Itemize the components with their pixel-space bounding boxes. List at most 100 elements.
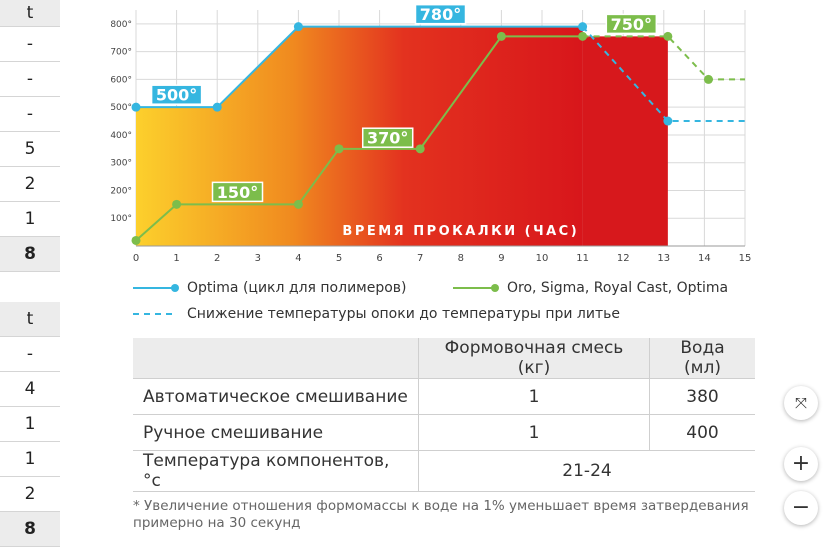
x-tick-label: 0 (133, 253, 139, 264)
legend-label: Снижение температуры опоки до температур… (187, 306, 620, 322)
x-tick-label: 7 (417, 253, 423, 264)
heat-area (136, 26, 583, 246)
series-line (582, 35, 745, 81)
area-label: ВРЕМЯ ПРОКАЛКИ (ЧАС) (342, 224, 579, 239)
x-tick-label: 2 (214, 253, 220, 264)
data-point (663, 116, 673, 126)
data-point (703, 74, 713, 84)
y-tick-label: 200° (110, 186, 132, 196)
y-tick-label: 800° (110, 20, 132, 30)
side-table-header: t (0, 0, 60, 27)
side-table-total: 8 (0, 511, 60, 547)
mix-value: 1 (418, 378, 650, 415)
legend-item-optima: Optima (цикл для полимеров) (133, 280, 407, 298)
mix-value: 1 (418, 414, 650, 451)
chart-lines (131, 22, 745, 245)
value-label-box (361, 127, 414, 148)
temperature-value: 21-24 (418, 450, 755, 492)
table-row: Ручное смешивание 1 400 (133, 414, 755, 451)
legend-line-dashed-icon (133, 313, 175, 315)
value-label-box (211, 181, 264, 203)
series-line (136, 25, 583, 109)
side-table-cell: - (0, 96, 60, 132)
row-label: Температура компонентов, °c (133, 450, 419, 492)
side-table-cell: 1 (0, 441, 60, 477)
water-value: 400 (649, 414, 755, 451)
data-point (212, 102, 222, 112)
zoom-in-button[interactable]: + (784, 447, 818, 481)
x-tick-label: 9 (498, 253, 504, 264)
side-table-cell: 1 (0, 201, 60, 237)
value-label: 370° (367, 129, 408, 148)
data-point (334, 144, 344, 154)
x-tick-label: 4 (295, 253, 301, 264)
side-table-cell: 5 (0, 131, 60, 167)
x-tick-label: 13 (657, 253, 670, 264)
side-table-cell: 4 (0, 371, 60, 407)
series-line (581, 25, 745, 123)
x-tick-label: 10 (536, 253, 549, 264)
water-value: 380 (649, 378, 755, 415)
mix-header: Формовочная смесь (кг) (418, 338, 650, 379)
legend-line-blue-icon (133, 284, 179, 292)
chart-value-labels: 500° 780° 150° 370° 750° (150, 3, 658, 203)
side-table-cell: - (0, 26, 60, 62)
y-tick-label: 400° (110, 131, 132, 141)
value-label-box (605, 13, 658, 35)
side-table-cell: - (0, 336, 60, 372)
x-tick-label: 15 (739, 253, 752, 264)
data-point (578, 31, 588, 41)
value-label: 780° (420, 5, 461, 24)
side-table-top: t - - - 5 2 1 8 (0, 0, 60, 272)
x-tick-label: 1 (173, 253, 179, 264)
side-table-cell: 2 (0, 476, 60, 512)
row-label: Автоматическое смешивание (133, 378, 419, 415)
side-table-cell: - (0, 61, 60, 97)
y-tick-label: 100° (110, 214, 132, 224)
data-point (496, 31, 506, 41)
y-tick-label: 500° (110, 103, 132, 113)
fit-icon: ⤧ (794, 394, 807, 412)
data-point (172, 199, 182, 209)
x-tick-label: 8 (458, 253, 464, 264)
x-tick-label: 14 (698, 253, 711, 264)
x-tick-label: 3 (255, 253, 261, 264)
zoom-out-button[interactable]: − (784, 491, 818, 525)
data-point (293, 199, 303, 209)
fit-view-button[interactable]: ⤧ (784, 386, 818, 420)
side-table-total: 8 (0, 236, 60, 272)
water-header: Вода (мл) (649, 338, 755, 379)
legend-label: Optima (цикл для полимеров) (187, 280, 407, 296)
mix-table-corner (133, 338, 419, 379)
y-tick-label: 600° (110, 75, 132, 85)
value-label: 150° (217, 183, 258, 202)
data-point (293, 22, 303, 32)
chart-axes: 0 1 2 3 4 5 6 7 8 9 10 11 12 13 14 15100°200°300°400°50… (110, 20, 751, 264)
value-label-box (414, 3, 467, 25)
legend-line-green-icon (453, 284, 499, 292)
x-tick-label: 12 (617, 253, 630, 264)
legend-item-oro: Oro, Sigma, Royal Cast, Optima (453, 280, 728, 298)
footnote: * Увеличение отношения формомассы к воде… (133, 498, 749, 531)
side-table-cell: 1 (0, 406, 60, 442)
table-row: Автоматическое смешивание 1 380 (133, 378, 755, 415)
legend-item-cooling: Снижение температуры опоки до температур… (133, 306, 620, 324)
row-label: Ручное смешивание (133, 414, 419, 451)
legend-label: Oro, Sigma, Royal Cast, Optima (507, 280, 729, 296)
minus-icon: − (791, 495, 811, 520)
table-row: Температура компонентов, °c 21-24 (133, 450, 755, 492)
value-label: 750° (611, 15, 652, 34)
x-tick-label: 11 (576, 253, 589, 264)
data-point (663, 31, 673, 41)
data-point (415, 144, 425, 154)
value-label: 500° (156, 86, 197, 105)
side-table-header: t (0, 302, 60, 337)
data-point (131, 235, 141, 245)
temperature-chart: ВРЕМЯ ПРОКАЛКИ (ЧАС) 0 1 2 3 4 5 6 7 8 9 10 11 12 13 1… (110, 3, 751, 264)
y-tick-label: 300° (110, 159, 132, 169)
x-tick-label: 5 (336, 253, 342, 264)
mix-table: Формовочная смесь (кг) Вода (мл) Автомат… (133, 338, 755, 492)
value-label-box (150, 84, 203, 105)
side-table-bottom: t - 4 1 1 2 8 (0, 302, 60, 547)
plus-icon: + (791, 451, 811, 476)
